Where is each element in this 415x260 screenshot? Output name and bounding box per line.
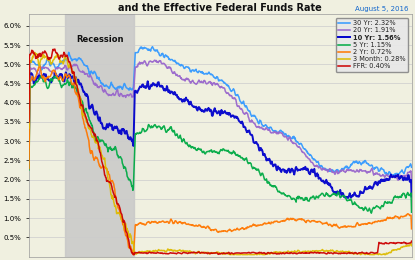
Text: Recession: Recession	[76, 35, 124, 44]
Text: August 5, 2016: August 5, 2016	[355, 6, 409, 12]
Title: and the Effective Federal Funds Rate: and the Effective Federal Funds Rate	[118, 3, 322, 14]
Legend: 30 Yr: 2.32%, 20 Yr: 1.91%, 10 Yr: 1.56%, 5 Yr: 1.15%, 2 Yr: 0.72%, 3 Month: 0.2: 30 Yr: 2.32%, 20 Yr: 1.91%, 10 Yr: 1.56%…	[336, 18, 408, 72]
Bar	[65, 14, 134, 257]
